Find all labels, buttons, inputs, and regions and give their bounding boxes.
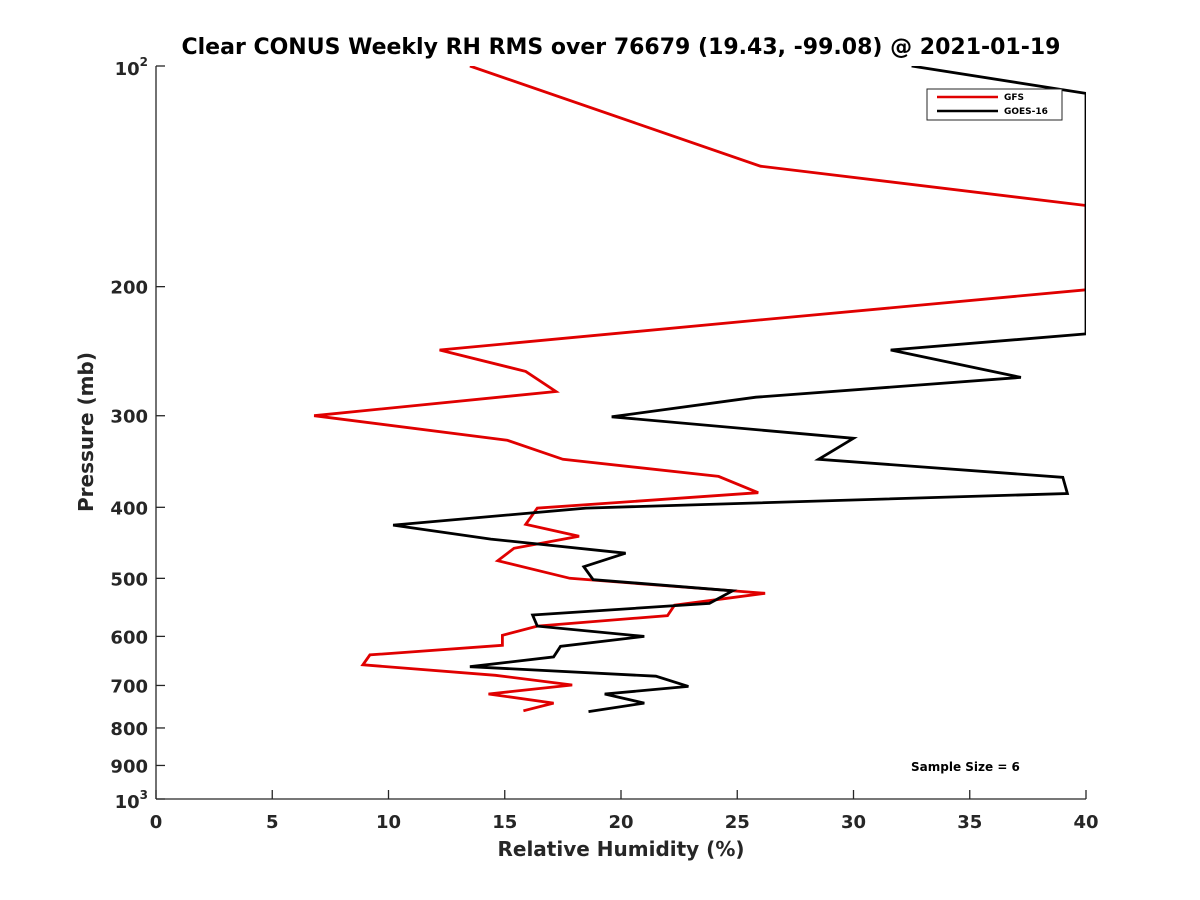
y-tick-label: 200 [110, 278, 148, 299]
series-line-gfs [313, 66, 1086, 713]
legend-label-gfs: GFS [1004, 93, 1024, 103]
series-line-goes-16 [392, 66, 1086, 713]
x-tick-label: 15 [492, 812, 517, 833]
x-tick-label: 0 [150, 812, 163, 833]
y-tick-base: 10 [115, 792, 140, 813]
x-axis-label: Relative Humidity (%) [497, 837, 744, 861]
y-tick-label: 700 [110, 676, 148, 697]
x-tick-label: 30 [841, 812, 866, 833]
x-tick-label: 35 [957, 812, 982, 833]
y-tick-base: 10 [115, 59, 140, 80]
y-tick-label: 600 [110, 627, 148, 648]
x-axis-ticks: 0 5 10 15 20 25 30 35 40 [150, 790, 1099, 833]
y-tick-label: 800 [110, 719, 148, 740]
y-tick-label: 300 [110, 407, 148, 428]
x-tick-label: 25 [725, 812, 750, 833]
series-layer [313, 66, 1086, 713]
y-tick-label: 900 [110, 756, 148, 777]
x-tick-label: 10 [376, 812, 401, 833]
legend-box [926, 88, 1063, 121]
y-tick-label: 103 [115, 788, 148, 813]
y-tick-label: 400 [110, 498, 148, 519]
y-tick-exponent: 2 [140, 55, 148, 69]
legend: GFS GOES-16 [926, 88, 1063, 121]
chart-title: Clear CONUS Weekly RH RMS over 76679 (19… [182, 35, 1061, 60]
y-tick-exponent: 3 [140, 788, 148, 802]
y-tick-label: 102 [115, 55, 148, 80]
x-tick-label: 20 [608, 812, 633, 833]
sample-size-annotation: Sample Size = 6 [911, 760, 1020, 774]
legend-label-goes-16: GOES-16 [1004, 107, 1048, 117]
y-axis-label: Pressure (mb) [74, 352, 98, 512]
x-tick-label: 40 [1073, 812, 1098, 833]
x-tick-label: 5 [266, 812, 279, 833]
y-tick-label: 500 [110, 569, 148, 590]
